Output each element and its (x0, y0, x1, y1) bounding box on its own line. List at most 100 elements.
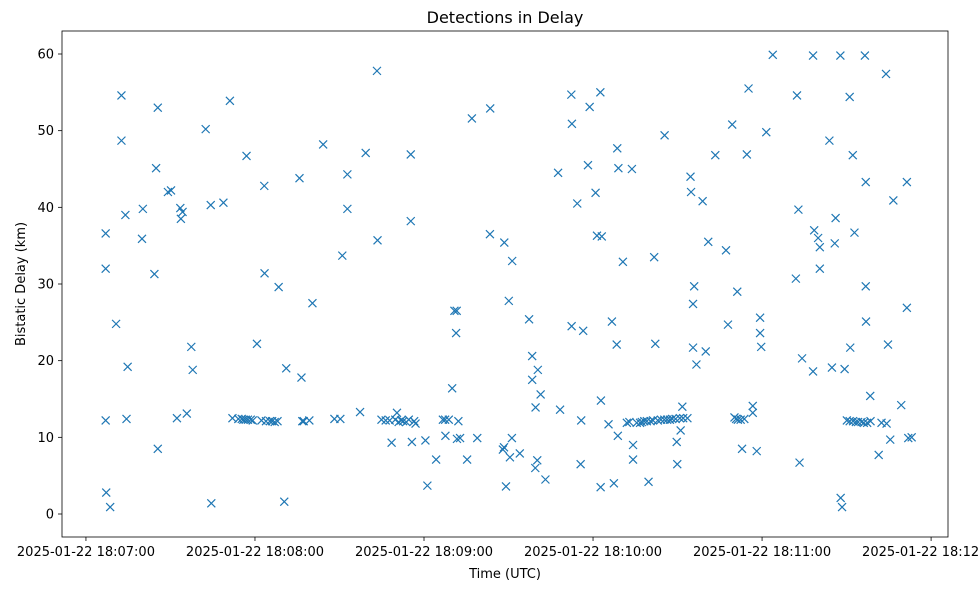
data-point (607, 317, 617, 326)
y-tick-label: 50 (37, 124, 54, 139)
data-point (123, 362, 133, 372)
data-point (627, 164, 637, 174)
y-tick-label: 30 (37, 278, 54, 293)
data-point (830, 238, 840, 248)
data-point (274, 282, 284, 292)
data-point (342, 169, 352, 179)
data-point (756, 342, 766, 352)
data-point (639, 416, 649, 426)
data-point (686, 172, 695, 182)
data-point (660, 130, 670, 140)
data-point (248, 416, 258, 425)
data-point (688, 299, 698, 309)
data-point (672, 459, 682, 469)
data-point (824, 136, 834, 146)
data-point (797, 353, 807, 363)
data-point (440, 415, 450, 425)
data-point (686, 187, 696, 197)
data-point (505, 452, 515, 462)
data-point (138, 204, 148, 214)
data-point (304, 416, 314, 425)
data-point (808, 366, 818, 376)
data-point (596, 396, 606, 405)
data-point (848, 150, 858, 160)
data-point (297, 373, 306, 382)
data-point (613, 431, 623, 441)
data-point (372, 66, 382, 76)
data-point (737, 444, 747, 454)
data-point (604, 419, 613, 429)
data-point (279, 497, 289, 507)
data-point (576, 459, 586, 469)
data-point (420, 435, 430, 445)
data-point (752, 446, 762, 456)
data-point (117, 136, 126, 146)
data-point (903, 433, 913, 443)
data-point (422, 481, 432, 491)
data-point (827, 363, 837, 372)
y-tick-label: 0 (46, 508, 54, 523)
data-point (387, 438, 397, 448)
data-point (318, 140, 328, 149)
data-point (117, 90, 126, 100)
data-point (172, 413, 182, 423)
data-point (677, 402, 687, 412)
data-point (672, 437, 682, 447)
data-point (840, 364, 850, 374)
data-point (612, 340, 622, 349)
data-point (355, 407, 365, 417)
data-point (533, 365, 543, 375)
data-point (218, 198, 228, 208)
data-point (404, 415, 414, 425)
data-point (609, 478, 619, 488)
data-point (555, 405, 565, 415)
data-point (453, 416, 463, 426)
data-point (576, 416, 586, 425)
data-point (649, 252, 659, 262)
data-point (791, 274, 801, 284)
y-axis: 0 10 20 30 40 50 60 (37, 48, 62, 523)
data-point (739, 414, 749, 424)
data-point (206, 498, 216, 508)
data-point (567, 119, 577, 129)
data-point (153, 103, 163, 113)
data-point (721, 245, 731, 255)
data-point (186, 342, 196, 352)
data-point (260, 268, 269, 278)
data-point (861, 177, 871, 187)
data-point (153, 444, 163, 454)
data-point (646, 416, 655, 426)
data-point (297, 416, 307, 426)
data-point (455, 433, 465, 443)
data-point (698, 196, 708, 206)
data-point (815, 242, 825, 252)
data-point (795, 458, 804, 468)
data-point (507, 256, 517, 266)
data-point (595, 87, 605, 97)
data-point (732, 287, 742, 297)
data-point (206, 200, 216, 210)
data-point (585, 102, 595, 112)
data-point (151, 163, 161, 173)
data-point (744, 84, 753, 93)
data-point (447, 383, 457, 393)
data-point (793, 205, 803, 215)
data-point (342, 204, 352, 214)
data-point (450, 306, 459, 316)
data-point (736, 415, 746, 425)
data-point (701, 347, 711, 356)
data-point (618, 257, 628, 267)
data-point (902, 303, 912, 313)
data-point (444, 415, 454, 425)
data-point (101, 488, 111, 497)
data-point (768, 50, 778, 60)
data-point (613, 163, 623, 173)
data-point (813, 233, 823, 243)
data-point (710, 150, 720, 160)
data-point (748, 401, 758, 411)
data-point (650, 339, 660, 349)
data-point (499, 442, 509, 452)
data-point (748, 408, 758, 418)
data-point (612, 143, 622, 153)
